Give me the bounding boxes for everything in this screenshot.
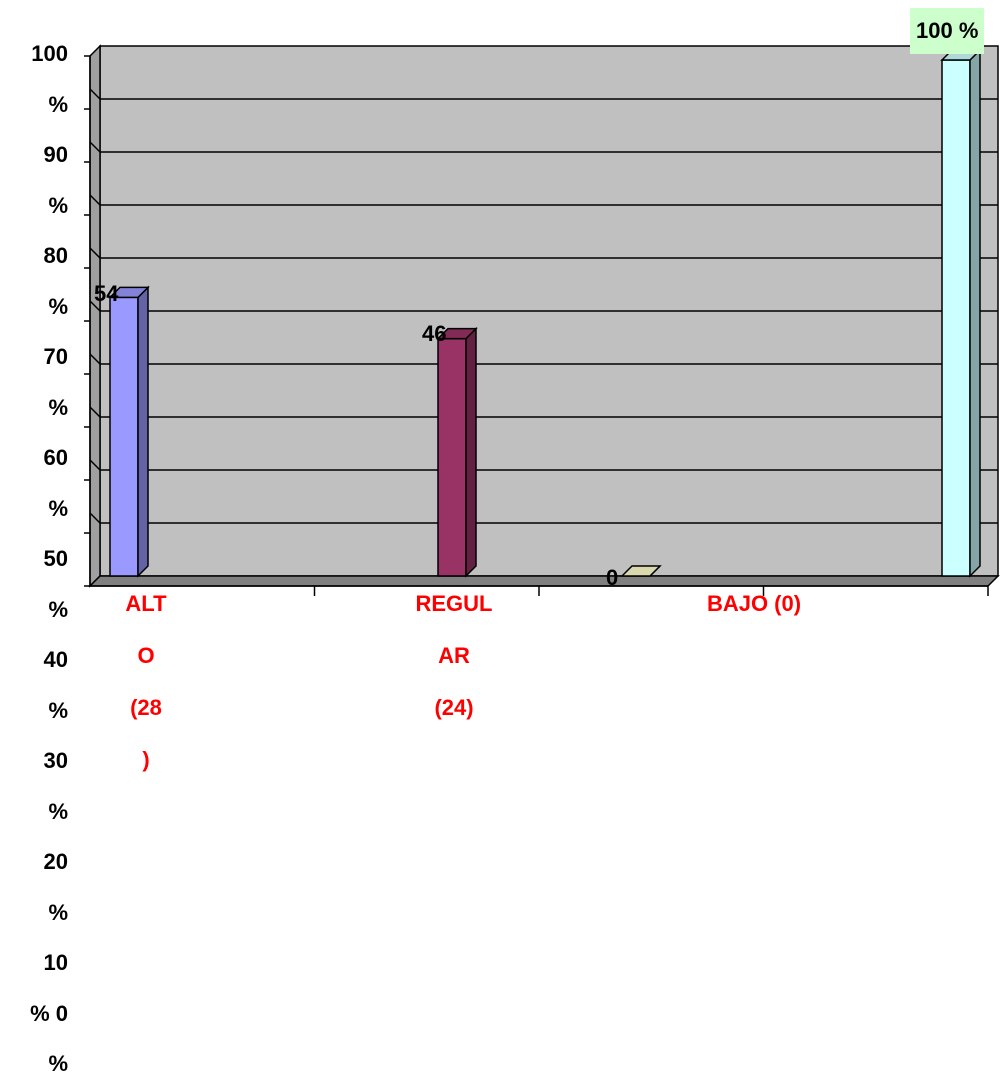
category-label: AR [438, 643, 470, 668]
bar-side [137, 285, 149, 578]
bar-front [109, 296, 139, 577]
y-tick-label: % [48, 596, 68, 622]
y-tick-label: 10 [43, 950, 68, 975]
plot-area [84, 44, 1000, 596]
gridline-side [89, 512, 101, 524]
category-label: O [137, 643, 155, 668]
y-tick-label: % [48, 899, 68, 925]
y-tick-label: % [48, 192, 68, 218]
category-label: (24) [434, 695, 474, 720]
data-label: 0 [606, 565, 619, 590]
gridline-side [89, 88, 101, 100]
bar-top [436, 327, 478, 340]
gridline-side [89, 247, 101, 259]
bar-side [969, 48, 981, 578]
y-tick-label: % [48, 293, 68, 319]
bar-front [941, 59, 971, 577]
bar-2 [436, 326, 478, 578]
y-tick-label: 40 [43, 647, 68, 672]
y-tick-label: % [48, 394, 68, 420]
gridline-side [89, 300, 101, 312]
category-label: ALT [125, 591, 167, 616]
y-tick-label: 70 [43, 344, 68, 369]
plot-side-wall [89, 44, 101, 588]
y-tick-label: 80 [43, 243, 68, 268]
bar-front [437, 337, 467, 577]
y-tick-label: 60 [43, 445, 68, 470]
bar-3 [620, 565, 662, 577]
gridline-side [89, 353, 101, 365]
bar-side [465, 326, 477, 578]
y-tick-label: % [48, 697, 68, 723]
data-label: 100 % [910, 8, 985, 54]
y-tick-label: 50 [43, 546, 68, 571]
y-tick-label: % [48, 495, 68, 521]
bars [108, 48, 982, 578]
y-tick-label: % 0 [30, 1000, 68, 1026]
gridline-side [89, 406, 101, 418]
gridline-side [89, 141, 101, 153]
gridline-side [89, 459, 101, 471]
bar-top [108, 286, 150, 299]
y-tick-label: 100 [31, 41, 68, 66]
plot-floor [88, 575, 1000, 587]
bar-1 [108, 285, 150, 578]
y-tick-label: % [48, 91, 68, 117]
y-tick-label: % [48, 798, 68, 824]
category-label: REGUL [415, 591, 493, 616]
y-tick-label: % [48, 1051, 68, 1076]
y-tick-label: 20 [43, 849, 68, 874]
bar-4 [940, 48, 982, 578]
y-tick-label: 30 [43, 748, 68, 773]
y-tick-label: 90 [43, 142, 68, 167]
data-label: 46 [422, 321, 447, 346]
bar-top [620, 565, 662, 577]
category-label: ) [142, 747, 150, 772]
gridline-side [89, 194, 101, 206]
data-label: 54 [94, 281, 119, 306]
category-label: (28 [130, 695, 162, 720]
category-label: BAJO (0) [706, 591, 802, 616]
